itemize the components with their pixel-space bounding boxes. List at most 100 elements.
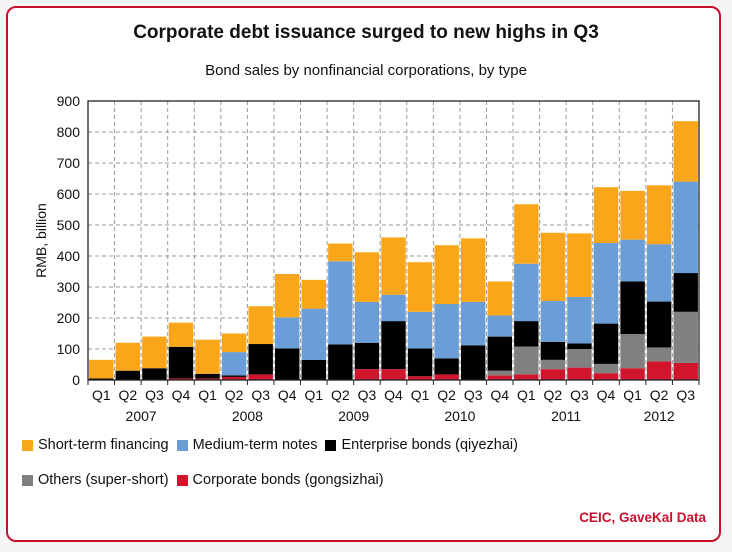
bar-segment <box>540 341 566 360</box>
bar-segment <box>567 233 592 297</box>
bar-segment <box>142 336 167 369</box>
bar-segment <box>593 242 619 324</box>
bar-segment <box>221 375 247 377</box>
bar-segment <box>434 304 459 359</box>
bar-segment <box>593 363 619 374</box>
x-tick-label-quarter: Q3 <box>251 387 270 403</box>
bar-segment <box>381 294 406 322</box>
y-tick-label: 400 <box>57 248 81 264</box>
bar-segment <box>354 342 380 370</box>
bar-segment <box>328 243 353 262</box>
legend-item: Medium-term notes <box>176 437 318 453</box>
legend-label: Corporate bonds (gongsizhai) <box>192 472 384 488</box>
bar-segment <box>407 348 433 377</box>
legend-swatch <box>325 439 337 451</box>
y-tick-label: 700 <box>57 155 81 171</box>
bar-segment <box>407 262 433 312</box>
bar-segment <box>248 344 273 375</box>
y-tick-label: 900 <box>57 93 81 109</box>
y-tick-label: 100 <box>57 341 81 357</box>
bar-segment <box>620 368 645 380</box>
bar-segment <box>514 263 539 322</box>
x-tick-label-quarter: Q1 <box>92 387 111 403</box>
bar-segment <box>434 245 459 305</box>
bar-segment <box>646 301 672 348</box>
bar-segment <box>487 281 512 316</box>
legend-label: Medium-term notes <box>192 437 318 453</box>
bar-segment <box>540 369 566 380</box>
bar-segment <box>381 321 406 370</box>
bar-segment <box>593 323 619 364</box>
legend-swatch <box>22 439 33 451</box>
y-tick-label: 0 <box>72 372 80 388</box>
bar-segment <box>89 378 114 380</box>
x-tick-label-quarter: Q3 <box>570 387 589 403</box>
bar-segment <box>115 342 141 371</box>
bar-segment <box>540 300 566 342</box>
bar-segment <box>354 252 380 302</box>
x-tick-label-quarter: Q4 <box>384 387 403 403</box>
bar-segment <box>514 346 539 375</box>
source-note: CEIC, GaveKal Data <box>579 510 706 525</box>
bar-segment <box>646 185 672 245</box>
plot-area-border <box>87 100 700 381</box>
bar-segment <box>673 181 698 274</box>
legend-row: Others (super-short) Corporate bonds (gon… <box>22 472 392 488</box>
bar-segment <box>620 190 645 240</box>
bar-segment <box>487 375 512 380</box>
chart-title: Corporate debt issuance surged to new hi… <box>133 22 599 43</box>
legend-item: Short-term financing <box>22 437 169 453</box>
bar-segment <box>407 311 433 349</box>
bar-segment <box>540 232 566 301</box>
legend-swatch <box>176 439 188 451</box>
legend-item: Enterprise bonds (qiyezhai) <box>325 437 518 453</box>
x-tick-label-quarter: Q1 <box>304 387 323 403</box>
y-tick-label: 600 <box>57 186 81 202</box>
bar-segment <box>381 237 406 295</box>
x-tick-label-quarter: Q3 <box>676 387 695 403</box>
bar-segment <box>673 273 698 312</box>
x-tick-label-quarter: Q2 <box>650 387 669 403</box>
bar-segment <box>620 334 645 369</box>
bar-segment <box>487 315 512 337</box>
bar-segment <box>514 374 539 380</box>
bar-segment <box>514 204 539 264</box>
bar-segment <box>275 317 300 349</box>
bar-segment <box>646 244 672 302</box>
bar-segment <box>673 121 698 182</box>
bar-segment <box>673 311 698 363</box>
bar-segment <box>514 321 539 347</box>
bar-segment <box>301 279 327 309</box>
x-tick-label-year: 2009 <box>338 408 369 424</box>
bar-segment <box>593 373 619 380</box>
bar-segment <box>354 369 380 380</box>
legend-label: Short-term financing <box>38 437 169 453</box>
bar-segment <box>168 378 194 380</box>
bar-segment <box>354 301 380 343</box>
bar-segment <box>248 374 273 380</box>
x-tick-label-quarter: Q2 <box>119 387 138 403</box>
legend-swatch <box>22 474 33 486</box>
x-tick-label-quarter: Q3 <box>145 387 164 403</box>
bar-segment <box>195 339 220 374</box>
bar-segment <box>434 358 459 375</box>
legend-label: Enterprise bonds (qiyezhai) <box>341 437 518 453</box>
bar-segment <box>275 348 300 380</box>
bar-segment <box>646 361 672 380</box>
bar-segment <box>407 376 433 380</box>
bar-segment <box>195 373 220 379</box>
bar-segment <box>460 301 486 346</box>
bar-segment <box>567 367 592 380</box>
x-tick-label-year: 2007 <box>126 408 157 424</box>
legend-item: Corporate bonds (gongsizhai) <box>176 472 384 488</box>
bar-segment <box>567 296 592 344</box>
bar-segment <box>487 336 512 371</box>
bar-segment <box>168 346 194 379</box>
x-tick-label-quarter: Q1 <box>623 387 642 403</box>
bar-segment <box>89 359 114 379</box>
x-tick-label-year: 2010 <box>444 408 475 424</box>
x-tick-label-quarter: Q3 <box>358 387 377 403</box>
bar-segment <box>328 344 353 380</box>
bar-segment <box>593 187 619 243</box>
